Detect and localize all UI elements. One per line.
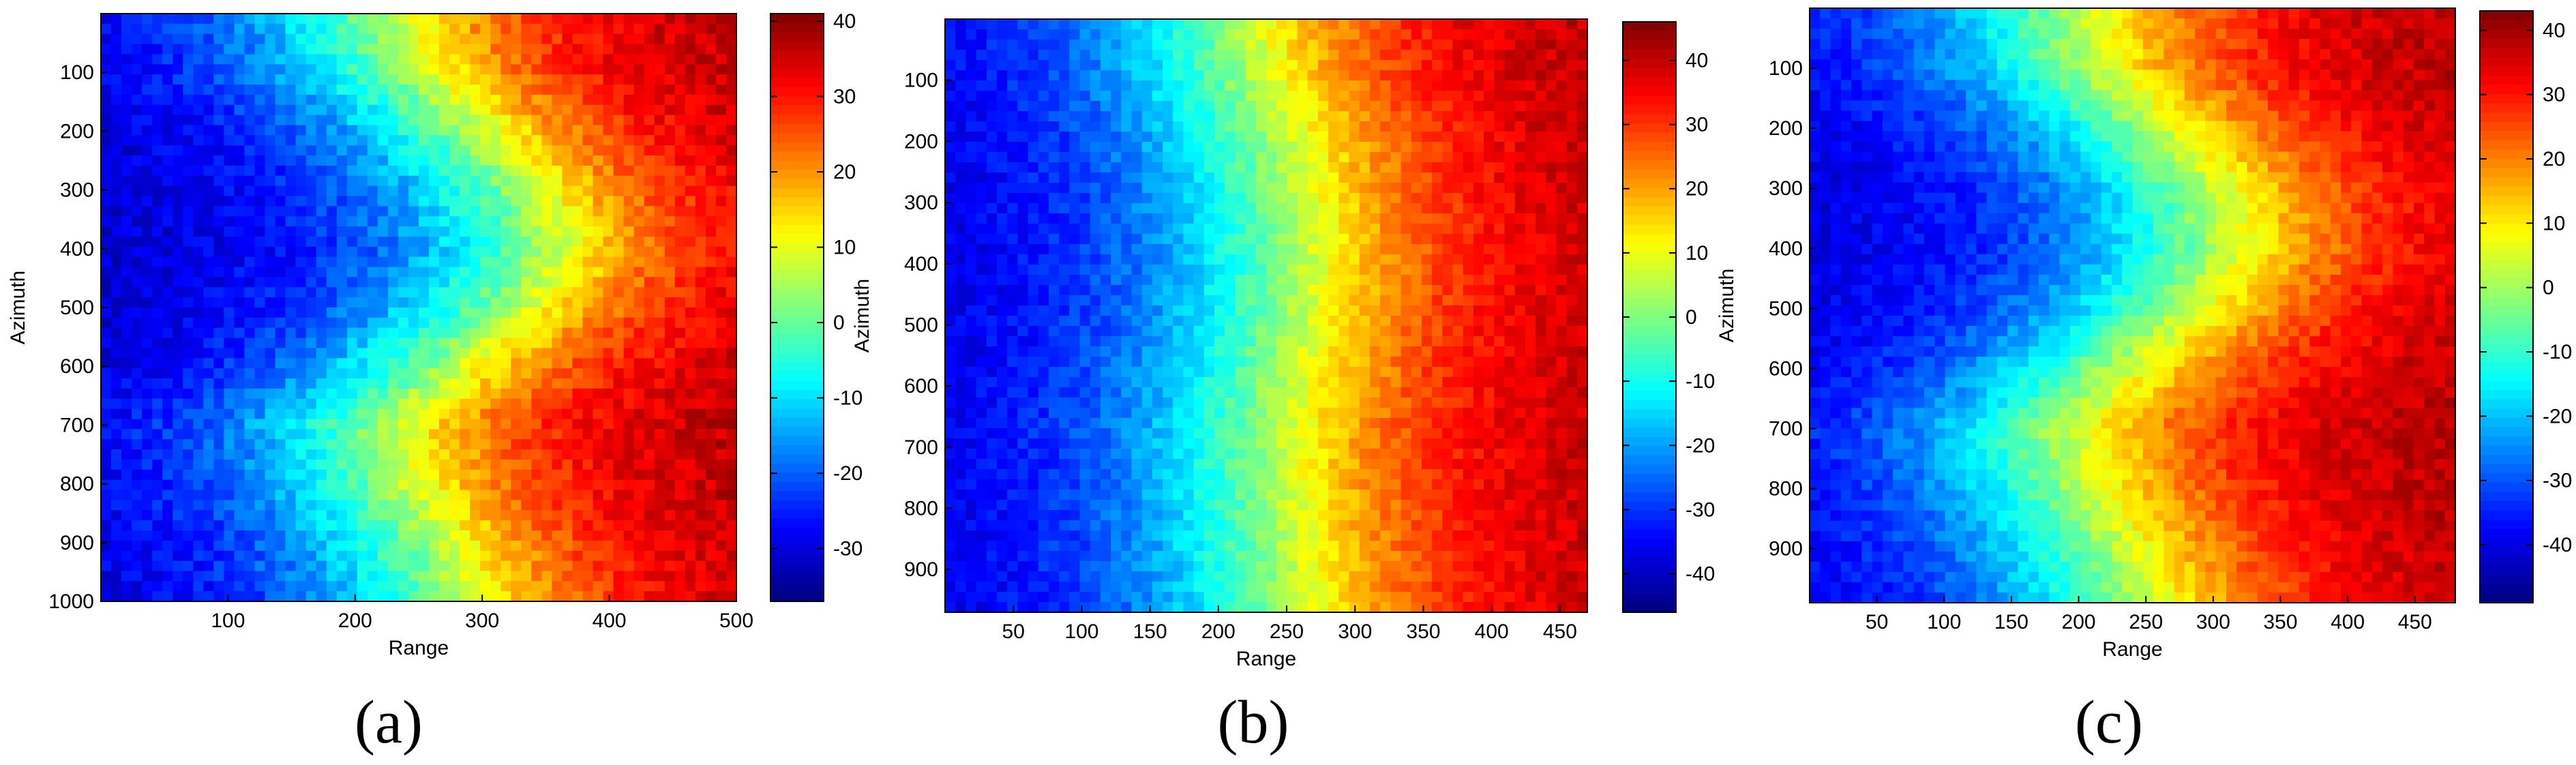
x-tick-label: 350 [2263, 611, 2297, 633]
x-tick-label: 450 [2398, 611, 2432, 633]
colorbar-tick-label: -30 [1686, 498, 1715, 521]
y-axis-label: Azimuth [1716, 269, 1738, 342]
heatmap-field [1810, 8, 2455, 603]
y-tick-label: 200 [60, 120, 94, 142]
y-tick-label: 1000 [48, 590, 94, 613]
colorbar-tick-label: -30 [833, 538, 863, 560]
plot-frame [944, 18, 1588, 613]
colorbar-tick-label: 10 [2543, 212, 2565, 235]
colorbar: 40 30 20 10 0 -10 -20 -30 -40 [1622, 21, 1715, 613]
colorbar-tick-label: -10 [1686, 370, 1715, 393]
x-tick-label: 50 [1866, 611, 1888, 633]
x-tick-label: 400 [1475, 620, 1509, 643]
y-tick-label: 200 [904, 130, 938, 153]
y-tick-label: 100 [904, 70, 938, 92]
panel-c: 50 100 150 200 250 300 350 400 45010020030040050… [1716, 7, 2572, 661]
x-tick-label: 100 [1064, 620, 1098, 643]
panel-b: 50 100 150 200 250 300 350 400 45010020030040050… [851, 18, 1715, 670]
x-tick-label: 200 [2062, 611, 2096, 633]
y-tick-label: 500 [1769, 297, 1803, 320]
x-tick-label: 450 [1543, 620, 1577, 643]
y-tick-label: 600 [904, 375, 938, 397]
y-tick-label: 500 [904, 314, 938, 336]
x-tick-label: 200 [338, 610, 372, 632]
x-tick-label: 250 [1270, 620, 1304, 643]
plot-frame [1809, 7, 2456, 603]
x-axis-label: Range [1236, 648, 1296, 670]
x-tick-label: 500 [719, 610, 753, 632]
colorbar-tick-label: 0 [1686, 306, 1697, 329]
x-tick-label: 100 [211, 610, 245, 632]
caption-a: (a) [355, 689, 423, 756]
panel-a: 100 200 300 400 5001002003004005006007008009… [7, 10, 863, 659]
colorbar-tick-label: 10 [833, 237, 856, 259]
colorbar-tick-label: -20 [833, 462, 863, 485]
colorbar-tick-label: 30 [833, 86, 856, 108]
x-tick-label: 200 [1201, 620, 1235, 643]
colorbar-tick-label: 20 [2543, 148, 2565, 170]
x-axis-label: Range [389, 637, 449, 659]
heatmap-field [101, 14, 736, 601]
y-tick-label: 600 [60, 355, 94, 378]
heatmap-field [945, 19, 1587, 612]
colorbar-tick-label: -20 [1686, 434, 1715, 457]
x-tick-label: 100 [1927, 611, 1961, 633]
x-tick-label: 150 [1133, 620, 1167, 643]
y-tick-label: 400 [904, 253, 938, 275]
y-tick-label: 100 [1769, 57, 1803, 80]
y-tick-label: 500 [60, 297, 94, 319]
colorbar-tick-label: -30 [2543, 470, 2572, 492]
colorbar-tick-label: -40 [1686, 563, 1715, 586]
y-tick-label: 600 [1769, 357, 1803, 380]
y-tick-label: 900 [904, 558, 938, 581]
colorbar-tick-label: -10 [833, 387, 863, 410]
colorbar-tick-label: 30 [2543, 84, 2565, 106]
y-tick-label: 100 [60, 61, 94, 84]
caption-b: (b) [1217, 689, 1289, 756]
colorbar-tick-label: -10 [2543, 341, 2572, 363]
caption-c: (c) [2075, 689, 2143, 756]
y-axis-label: Azimuth [851, 279, 873, 352]
colorbar-tick-label: -40 [2543, 534, 2572, 556]
x-tick-label: 400 [2331, 611, 2365, 633]
x-tick-label: 400 [593, 610, 627, 632]
colorbar-tick-label: 40 [2543, 19, 2565, 42]
colorbar-tick-label: 20 [1686, 178, 1708, 200]
y-tick-label: 400 [1769, 237, 1803, 260]
y-tick-label: 300 [904, 192, 938, 214]
colorbar: 40 30 20 10 0 -10 -20 -30 [770, 10, 863, 602]
y-tick-label: 800 [1769, 478, 1803, 500]
y-tick-label: 300 [60, 179, 94, 202]
x-tick-label: 300 [465, 610, 499, 632]
y-tick-label: 800 [60, 473, 94, 496]
y-tick-label: 700 [60, 414, 94, 436]
colorbar-tick-label: 20 [833, 161, 856, 183]
y-tick-label: 300 [1769, 177, 1803, 200]
y-tick-label: 700 [1769, 418, 1803, 440]
x-tick-label: 300 [1338, 620, 1372, 643]
colorbar-tick-label: 40 [1686, 49, 1708, 72]
x-tick-label: 50 [1002, 620, 1025, 643]
y-tick-label: 800 [904, 498, 938, 520]
y-tick-label: 900 [1769, 538, 1803, 560]
x-axis-label: Range [2102, 638, 2162, 661]
colorbar-tick-label: 30 [1686, 114, 1708, 136]
y-tick-label: 200 [1769, 117, 1803, 140]
x-tick-label: 250 [2129, 611, 2163, 633]
colorbar-tick-label: 0 [833, 312, 845, 334]
y-tick-label: 900 [60, 532, 94, 554]
colorbar-tick-label: 40 [833, 10, 856, 33]
colorbar: 40 30 20 10 0 -10 -20 -30 -40 [2479, 10, 2572, 603]
y-tick-label: 400 [60, 238, 94, 260]
y-tick-label: 700 [904, 436, 938, 459]
colorbar-tick-label: 10 [1686, 242, 1708, 265]
x-tick-label: 150 [1994, 611, 2028, 633]
colorbar-tick-label: 0 [2543, 277, 2554, 299]
colorbar-tick-label: -20 [2543, 405, 2572, 427]
y-axis-label: Azimuth [7, 271, 29, 344]
x-tick-label: 300 [2196, 611, 2230, 633]
x-tick-label: 350 [1406, 620, 1440, 643]
